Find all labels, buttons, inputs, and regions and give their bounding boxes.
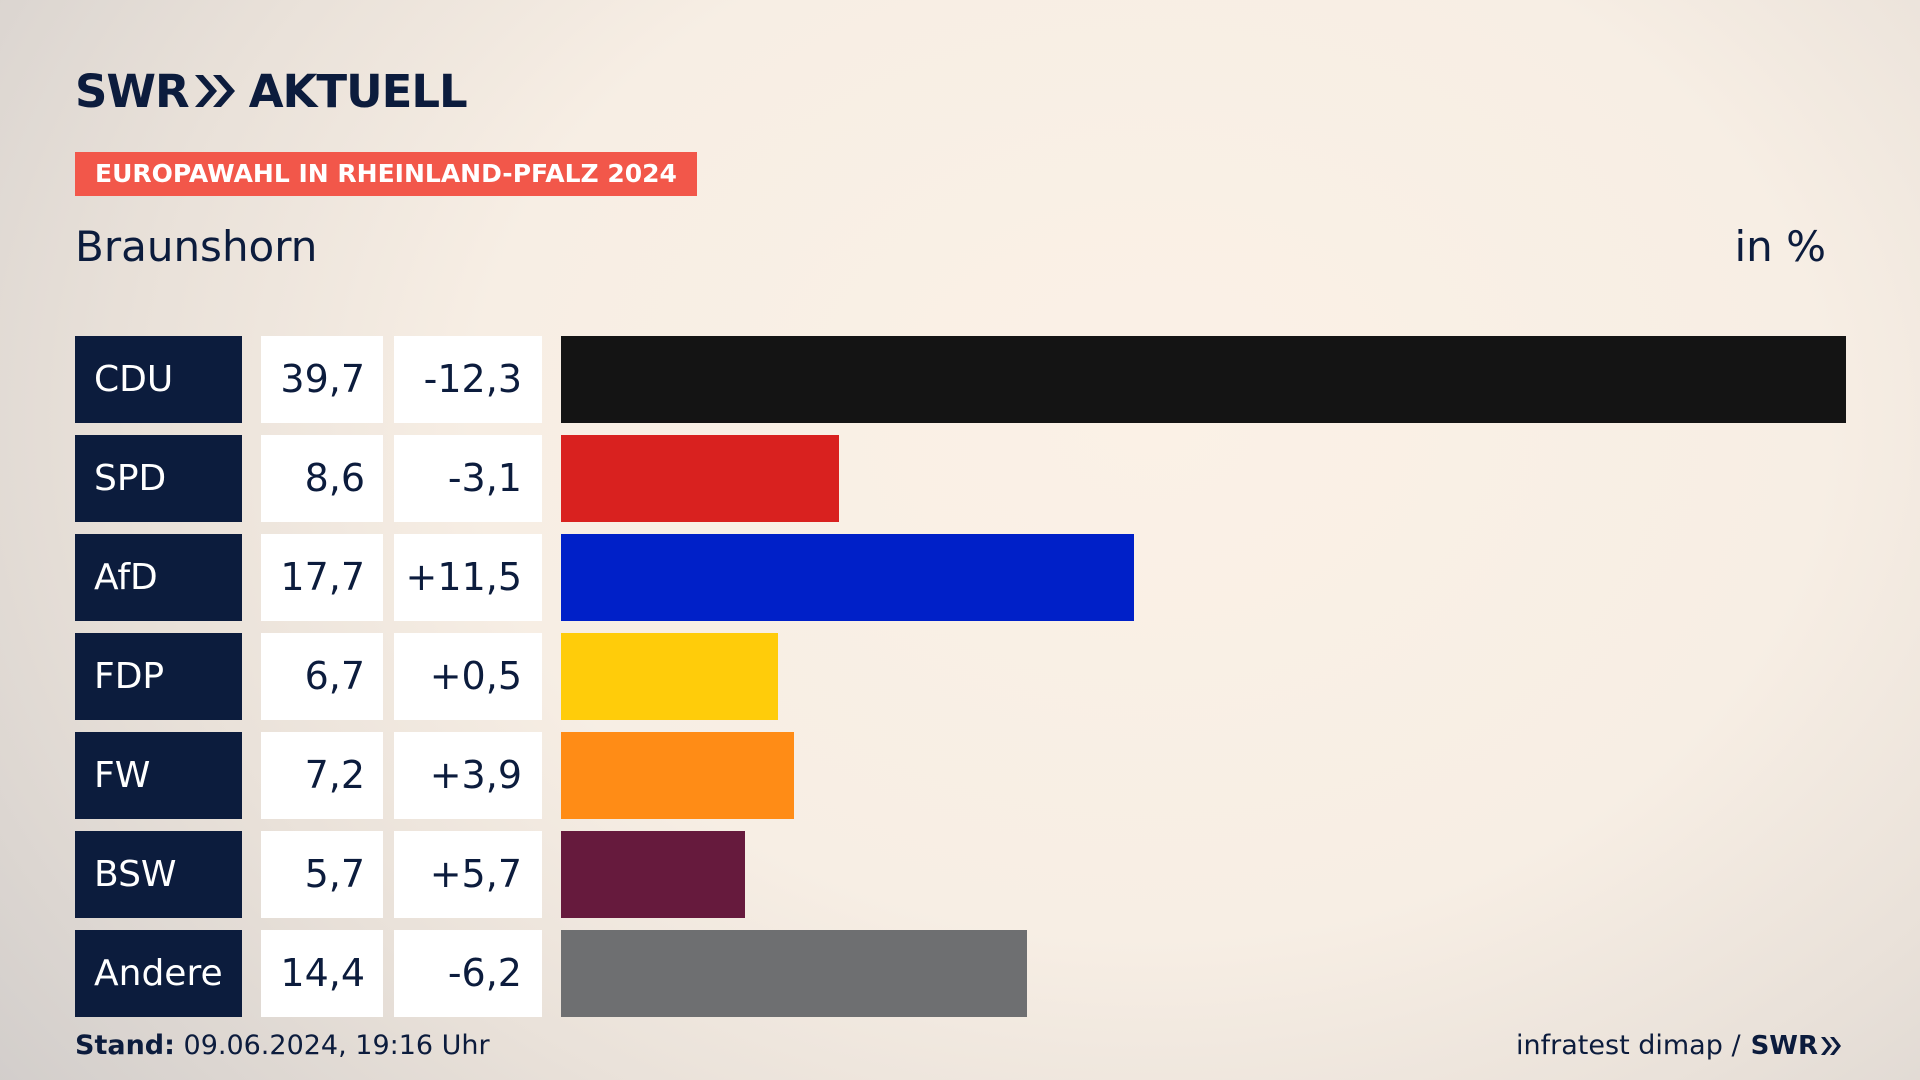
source-text: infratest dimap / [1516,1030,1741,1061]
result-row-fdp: FDP 6,7 +0,5 [75,633,1846,720]
vote-share-value: 5,7 [261,831,383,918]
timestamp: Stand: 09.06.2024, 19:16 Uhr [75,1030,490,1061]
bar-afd [561,534,1134,621]
result-row-spd: SPD 8,6 -3,1 [75,435,1846,522]
bar-bsw [561,831,745,918]
party-label: FDP [75,633,242,720]
vote-share-value: 14,4 [261,930,383,1017]
vote-share-value: 39,7 [261,336,383,423]
result-row-cdu: CDU 39,7 -12,3 [75,336,1846,423]
bar-cdu [561,336,1846,423]
vote-share-value: 6,7 [261,633,383,720]
bar-spd [561,435,839,522]
timestamp-label: Stand: [75,1030,175,1061]
swr-logo-small: SWR [1751,1031,1842,1061]
party-label: CDU [75,336,242,423]
party-label: SPD [75,435,242,522]
vote-share-value: 8,6 [261,435,383,522]
change-value: +11,5 [394,534,542,621]
vote-share-value: 17,7 [261,534,383,621]
bar-andere [561,930,1027,1017]
result-row-andere: Andere 14,4 -6,2 [75,930,1846,1017]
election-tag: EUROPAWAHL IN RHEINLAND-PFALZ 2024 [75,152,697,196]
change-value: -12,3 [394,336,542,423]
party-label: AfD [75,534,242,621]
bar-fw [561,732,794,819]
change-value: +5,7 [394,831,542,918]
change-value: +3,9 [394,732,542,819]
result-row-afd: AfD 17,7 +11,5 [75,534,1846,621]
change-value: -6,2 [394,930,542,1017]
timestamp-value: 09.06.2024, 19:16 Uhr [183,1030,490,1061]
brand-swr: SWR [75,64,190,118]
party-label: Andere [75,930,242,1017]
double-chevron-small-icon [1821,1036,1841,1055]
party-label: BSW [75,831,242,918]
change-value: +0,5 [394,633,542,720]
source-brand: SWR [1750,1030,1818,1061]
swr-aktuell-logo: SWR AKTUELL [75,64,468,118]
result-row-fw: FW 7,2 +3,9 [75,732,1846,819]
source-credit: infratest dimap / SWR [1516,1030,1842,1061]
double-chevron-icon [194,75,235,107]
unit-label: in % [1734,222,1826,271]
change-value: -3,1 [394,435,542,522]
region-title: Braunshorn [75,222,318,271]
result-row-bsw: BSW 5,7 +5,7 [75,831,1846,918]
bar-fdp [561,633,778,720]
party-label: FW [75,732,242,819]
vote-share-value: 7,2 [261,732,383,819]
brand-aktuell: AKTUELL [248,64,468,118]
